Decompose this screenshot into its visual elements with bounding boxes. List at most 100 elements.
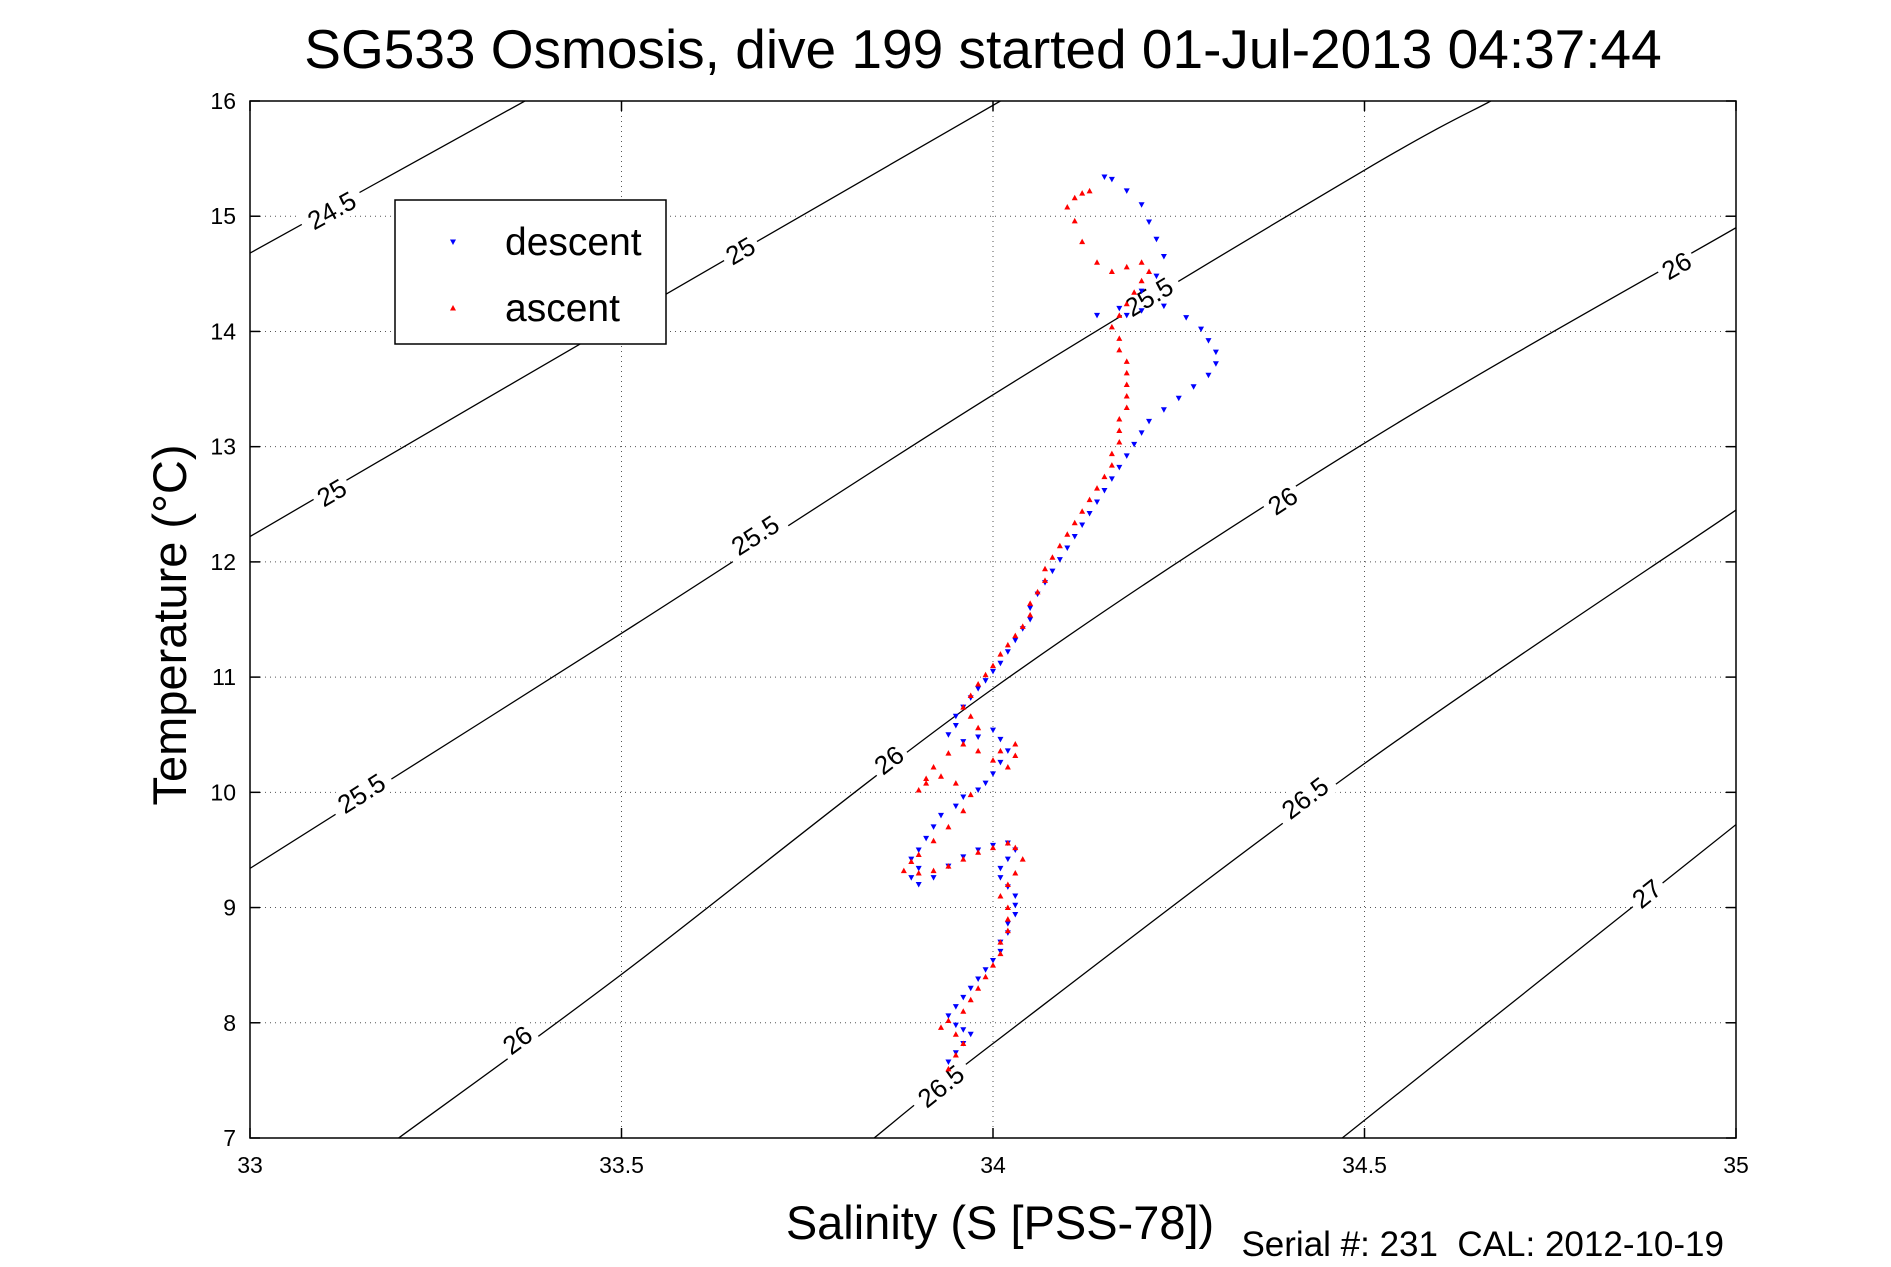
descent-point	[1175, 395, 1182, 402]
descent-point	[997, 865, 1004, 872]
ascent-point	[1079, 508, 1086, 514]
descent-point	[1004, 921, 1011, 927]
descent-point	[1108, 176, 1115, 183]
contour-label-bg	[716, 229, 764, 273]
ascent-point	[1027, 611, 1034, 618]
y-tick-label: 14	[210, 318, 236, 344]
ascent-point	[1123, 300, 1130, 307]
descent-point	[1146, 418, 1153, 425]
ascent-point	[945, 1017, 952, 1023]
contour-label-bg	[865, 737, 913, 783]
descent-point	[1012, 911, 1019, 918]
descent-point	[952, 1022, 959, 1029]
ascent-point	[1086, 187, 1093, 194]
legend-label-ascent: ascent	[505, 287, 620, 330]
ascent-point	[1004, 881, 1011, 888]
ascent-point	[1071, 194, 1078, 201]
descent-point	[945, 732, 952, 738]
ascent-point	[967, 791, 974, 798]
descent-point	[1131, 441, 1138, 448]
ascent-point	[1019, 856, 1026, 862]
descent-point	[1012, 637, 1019, 644]
ascent-point	[1079, 190, 1086, 196]
descent-point	[990, 668, 996, 675]
ascent-point	[1116, 312, 1123, 318]
ascent-point	[960, 1008, 967, 1014]
descent-point	[908, 875, 915, 881]
ascent-point	[1042, 577, 1049, 583]
ascent-point	[975, 681, 982, 687]
chart-title: SG533 Osmosis, dive 199 started 01-Jul-2…	[304, 18, 1661, 80]
descent-point	[1012, 893, 1019, 900]
isopycnal-line-26	[398, 227, 1736, 1138]
ascent-point	[1123, 404, 1130, 410]
ascent-point	[945, 863, 952, 869]
descent-point	[975, 734, 982, 741]
ascent-point	[952, 780, 959, 786]
descent-point	[1123, 312, 1130, 319]
descent-point	[952, 723, 959, 729]
legend-label-descent: descent	[505, 221, 642, 264]
ascent-point	[1116, 346, 1123, 353]
descent-point	[960, 994, 967, 1001]
descent-point	[937, 812, 944, 819]
ascent-point	[1071, 217, 1078, 224]
descent-point	[997, 759, 1004, 766]
ascent-point	[1123, 263, 1130, 270]
ascent-point	[990, 844, 996, 851]
ascent-point	[1108, 323, 1115, 330]
ascent-point	[960, 704, 967, 710]
series-ascent	[900, 187, 1153, 1072]
ascent-point	[945, 823, 952, 830]
ascent-point	[952, 1031, 959, 1037]
ascent-point	[937, 773, 944, 779]
descent-point	[1079, 522, 1086, 529]
contour-label-bg	[1653, 244, 1701, 288]
descent-point	[975, 686, 982, 692]
contour-label-bg	[308, 471, 356, 515]
ascent-point	[1131, 289, 1138, 295]
descent-point	[945, 1059, 952, 1065]
isopycnal-line-24-5	[250, 101, 526, 254]
ascent-point	[1138, 277, 1145, 284]
ascent-point	[997, 893, 1004, 899]
ascent-point	[1004, 641, 1011, 648]
ascent-point	[945, 750, 952, 756]
descent-point	[1212, 361, 1219, 367]
y-tick-label: 16	[210, 88, 236, 114]
descent-point	[1153, 236, 1160, 243]
descent-point	[930, 824, 937, 830]
x-tick-label: 33	[237, 1152, 263, 1178]
y-tick-label: 15	[210, 203, 236, 229]
ascent-point	[1086, 496, 1093, 503]
ascent-point	[930, 763, 937, 770]
contour-label-bg	[906, 1054, 976, 1118]
descent-point	[1116, 305, 1123, 312]
ascent-point	[1138, 259, 1145, 265]
ascent-point	[960, 807, 967, 814]
ascent-point	[967, 996, 974, 1003]
y-tick-label: 9	[223, 895, 236, 921]
ascent-point	[1004, 840, 1011, 846]
ascent-point	[1116, 427, 1123, 434]
descent-point	[1138, 430, 1145, 436]
ascent-point	[1012, 869, 1019, 876]
descent-point	[952, 803, 959, 810]
descent-point	[1160, 254, 1167, 260]
descent-point	[1004, 748, 1011, 754]
ascent-point	[1004, 904, 1011, 911]
descent-point	[1212, 349, 1219, 356]
x-tick-label: 35	[1723, 1152, 1749, 1178]
ascent-point	[1049, 554, 1056, 560]
ascent-point	[975, 985, 982, 991]
descent-point	[1004, 649, 1011, 655]
descent-point	[1056, 557, 1063, 563]
ascent-point	[908, 858, 915, 864]
descent-point	[1027, 605, 1034, 611]
ascent-point	[1094, 259, 1101, 265]
ascent-point	[915, 787, 922, 793]
ascent-point	[930, 867, 937, 874]
y-tick-label: 10	[210, 779, 236, 805]
ascent-point	[960, 856, 967, 862]
